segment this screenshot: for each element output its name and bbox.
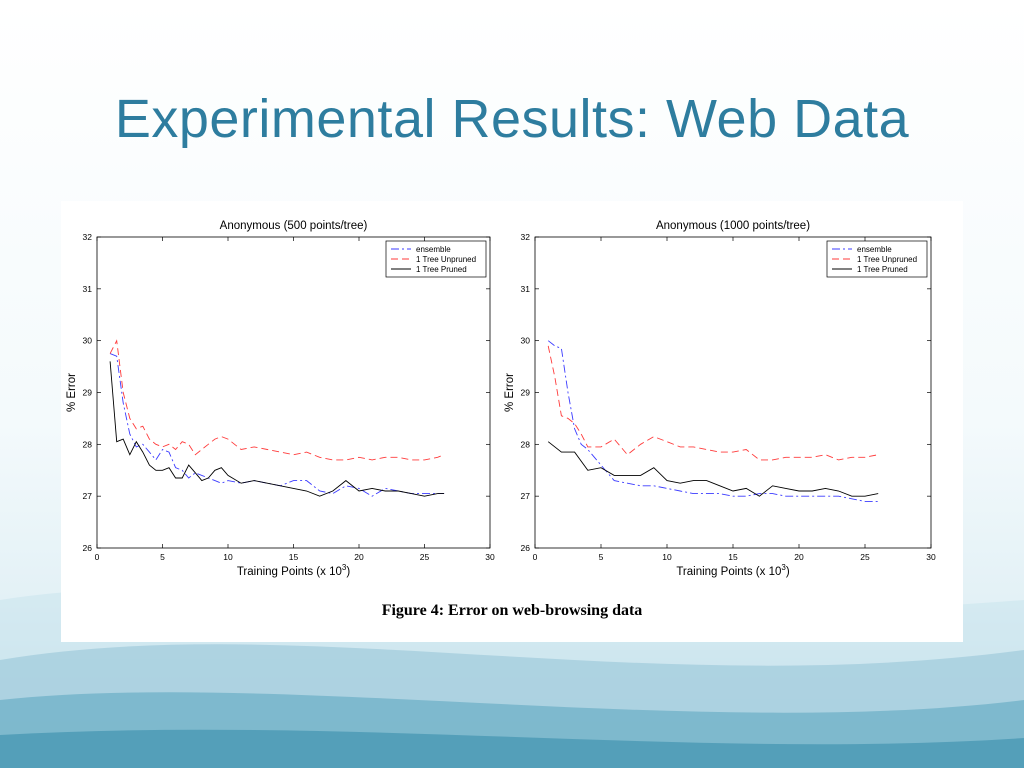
y-tick-label: 26 (521, 543, 531, 553)
y-axis-label: % Error (504, 373, 516, 412)
x-tick-label: 5 (599, 552, 604, 562)
y-tick-label: 30 (521, 336, 531, 346)
figure-caption: Figure 4: Error on web-browsing data (381, 602, 643, 619)
x-axis-label-suffix: ) (786, 566, 790, 578)
charts-canvas: Anonymous (500 points/tree)0 5 10 15 20 25 302… (66, 220, 936, 578)
x-tick-label: 10 (662, 552, 672, 562)
x-tick-label: 10 (223, 552, 233, 562)
x-tick-label: 30 (485, 552, 495, 562)
x-tick-label: 20 (794, 552, 804, 562)
y-tick-label: 28 (83, 439, 93, 449)
x-axis-label: Training Points (x 103) (237, 563, 351, 578)
y-tick-label: 27 (521, 491, 531, 501)
x-tick-label: 15 (728, 552, 738, 562)
x-tick-label: 0 (95, 552, 100, 562)
y-tick-label: 32 (83, 232, 93, 242)
plot-frame (96, 236, 491, 549)
legend-label: 1 Tree Unpruned (416, 255, 476, 264)
x-tick-label: 25 (420, 552, 430, 562)
x-tick-label: 20 (354, 552, 364, 562)
series-line-ensemble (109, 353, 445, 497)
y-tick-label: 30 (83, 336, 93, 346)
y-tick-label: 31 (521, 284, 531, 294)
x-axis-label-superscript: 3 (781, 563, 786, 572)
figure-panel: Anonymous (500 points/tree) 0 5 10 15 20 25 30 2… (61, 201, 963, 642)
chart-2: Anonymous (1000 points/tree) 0 5 10 15 20 25 30… (504, 220, 936, 578)
series-line-ensemble (547, 340, 879, 502)
x-axis-label-suffix: ) (346, 566, 350, 578)
y-tick-label: 28 (521, 439, 531, 449)
chart-title: Anonymous (1000 points/tree) (656, 220, 810, 232)
legend-label: 1 Tree Pruned (857, 265, 908, 274)
slide-title: Experimental Results: Web Data (114, 89, 910, 149)
legend-label: 1 Tree Pruned (416, 265, 467, 274)
y-tick-label: 32 (521, 232, 531, 242)
y-tick-label: 26 (83, 543, 93, 553)
series-line-1-tree-pruned (109, 361, 445, 497)
y-tick-label: 31 (83, 284, 93, 294)
series-line-1-tree-pruned (547, 441, 879, 497)
x-tick-label: 0 (533, 552, 538, 562)
y-axis-label: % Error (66, 373, 78, 412)
x-tick-label: 15 (289, 552, 299, 562)
x-axis-label: Training Points (x 103) (676, 563, 790, 578)
series-line-1-tree-unpruned (109, 339, 445, 461)
legend-label: ensemble (416, 245, 451, 254)
x-tick-label: 25 (860, 552, 870, 562)
y-tick-label: 27 (83, 491, 93, 501)
series-line-1-tree-unpruned (547, 345, 879, 461)
chart-title: Anonymous (500 points/tree) (220, 220, 368, 232)
chart-1: Anonymous (500 points/tree) 0 5 10 15 20 25 30 2… (66, 220, 495, 578)
y-tick-label: 29 (83, 388, 93, 398)
x-axis-label-superscript: 3 (342, 563, 347, 572)
legend-label: ensemble (857, 245, 892, 254)
x-tick-label: 30 (926, 552, 936, 562)
y-tick-label: 29 (521, 388, 531, 398)
legend-label: 1 Tree Unpruned (857, 255, 917, 264)
x-tick-label: 5 (160, 552, 165, 562)
